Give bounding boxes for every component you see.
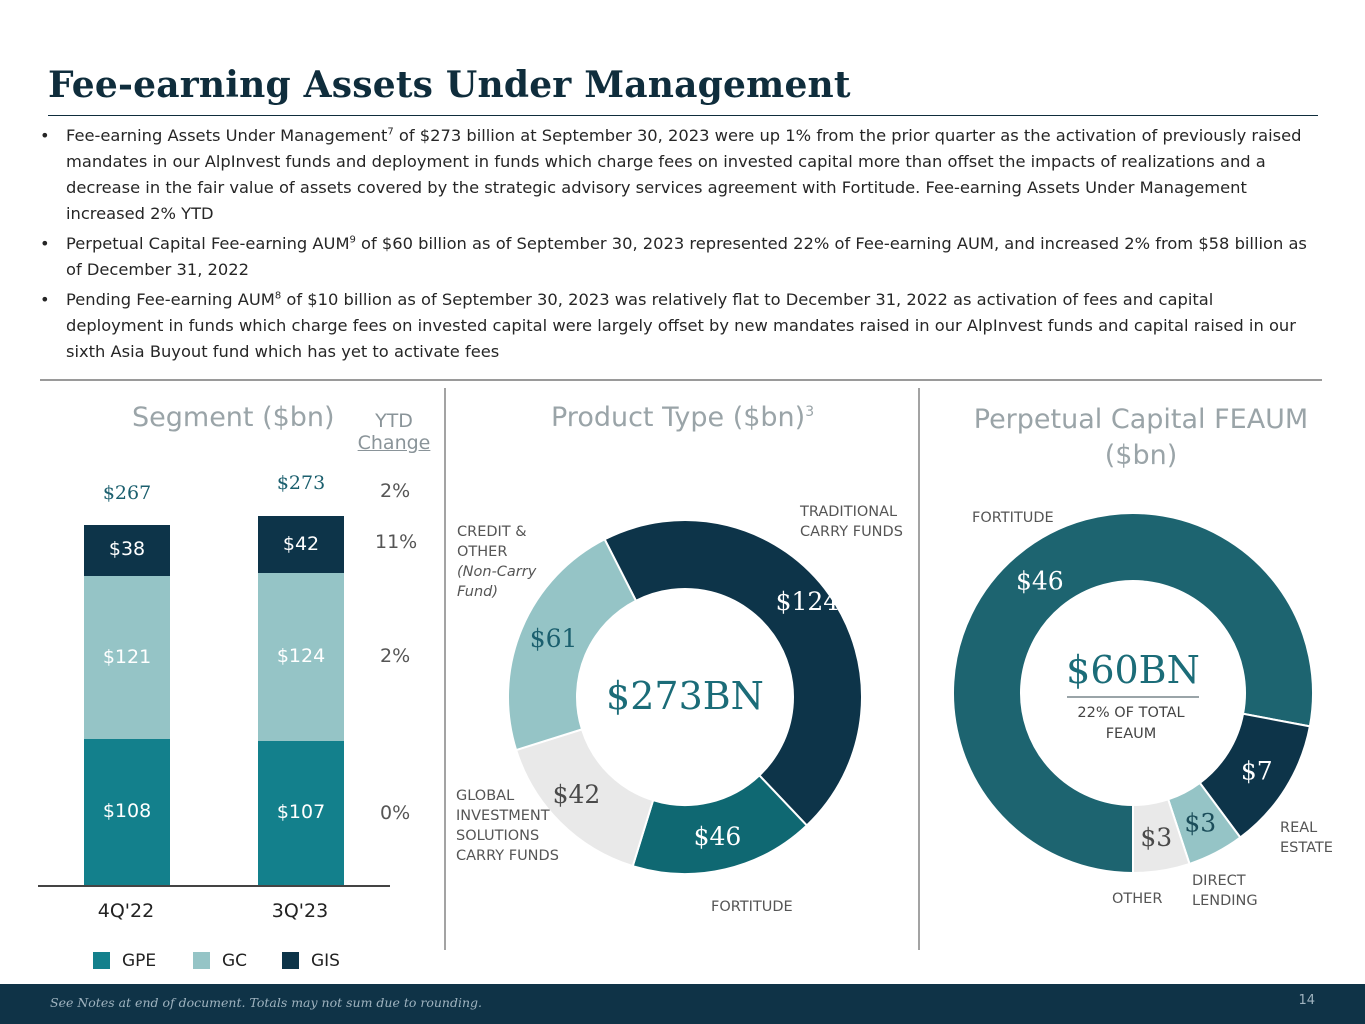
bullet-item: • Fee-earning Assets Under Management7 of… xyxy=(40,126,1302,223)
donut-center-label: $60BN xyxy=(1066,648,1200,692)
page-number: 14 xyxy=(1298,993,1315,1008)
bar-value-label: $124 xyxy=(276,644,326,667)
bar-segment-gis xyxy=(258,516,344,574)
donut-slice xyxy=(507,537,638,752)
slice-value-label: $7 xyxy=(1241,756,1273,785)
slice-name-traditional: TRADITIONAL CARRY FUNDS xyxy=(800,504,903,540)
donut-slice xyxy=(1132,798,1191,875)
bar-segment-gc xyxy=(84,575,170,740)
footer-bar xyxy=(0,984,1365,1024)
panel-divider xyxy=(444,388,446,950)
ytd-header: YTD Change xyxy=(357,410,431,454)
legend-swatch-gis xyxy=(282,952,299,969)
donut-center-label: $273BN xyxy=(606,674,764,718)
section-divider xyxy=(40,379,1322,381)
legend-label-gis: GIS xyxy=(311,951,340,971)
bar-value-label: $107 xyxy=(276,800,326,823)
ytd-total-change: 2% xyxy=(380,480,411,502)
page-title: Fee-earning Assets Under Management xyxy=(48,64,851,106)
footnote: See Notes at end of document. Totals may… xyxy=(50,995,482,1010)
legend-swatch-gc xyxy=(193,952,210,969)
bullet-item: • Pending Fee-earning AUM8 of $10 billion… xyxy=(40,290,1296,361)
bar-segment-gis xyxy=(84,524,170,576)
ytd-gis-change: 11% xyxy=(375,531,418,553)
slice-value-label: $3 xyxy=(1140,823,1172,852)
perpetual-capital-title: Perpetual Capital FEAUM ($bn) xyxy=(973,404,1309,471)
ytd-gpe-change: 0% xyxy=(380,802,411,824)
slice-name-gis-carry: GLOBAL INVESTMENT SOLUTIONS CARRY FUNDS xyxy=(456,788,559,864)
bar-total-label: $273 xyxy=(276,472,326,494)
slice-value-label: $61 xyxy=(530,624,578,653)
bullet-item: • Perpetual Capital Fee-earning AUM9 of $… xyxy=(40,234,1307,279)
title-divider xyxy=(48,115,1318,116)
slice-name-other: OTHER xyxy=(1112,891,1163,907)
x-tick-label: 4Q'22 xyxy=(97,900,155,922)
bar-segment-gpe xyxy=(84,739,170,885)
donut-center-subtitle: 22% OF TOTAL FEAUM xyxy=(1077,705,1185,742)
slice-name-fortitude: FORTITUDE xyxy=(711,899,793,915)
slice-name-fortitude: FORTITUDE xyxy=(972,510,1054,526)
product-type-title: Product Type ($bn)3 xyxy=(551,402,815,433)
bar-value-label: $42 xyxy=(282,532,320,555)
bar-value-label: $108 xyxy=(102,800,152,823)
summary-bullets: • Fee-earning Assets Under Management7 of… xyxy=(40,123,1315,369)
slice-value-label: $46 xyxy=(694,822,742,851)
slice-name-real-estate: REAL ESTATE xyxy=(1280,820,1333,856)
slice-value-label: $46 xyxy=(1016,567,1064,596)
bar-value-label: $121 xyxy=(102,645,152,668)
legend-swatch-gpe xyxy=(93,952,110,969)
x-axis-line xyxy=(38,885,390,887)
ytd-gc-change: 2% xyxy=(380,645,411,667)
slice-name-credit: CREDIT & OTHER (Non-Carry Fund) xyxy=(457,524,537,600)
panel-divider xyxy=(918,388,920,950)
donut-slice xyxy=(603,519,863,827)
segment-chart-title: Segment ($bn) xyxy=(132,402,335,433)
legend-label-gpe: GPE xyxy=(122,951,157,971)
bar-total-label: $267 xyxy=(102,482,152,504)
slice-value-label: $3 xyxy=(1184,809,1216,838)
donut-slice xyxy=(952,512,1314,875)
slice-name-direct-lending: DIRECT LENDING xyxy=(1192,873,1258,909)
slice-value-label: $42 xyxy=(553,780,601,809)
legend-label-gc: GC xyxy=(222,951,248,971)
bar-segment-gc xyxy=(258,573,344,741)
x-tick-label: 3Q'23 xyxy=(271,900,329,922)
bar-segment-gpe xyxy=(258,740,344,885)
bar-value-label: $38 xyxy=(108,538,146,561)
slice-value-label: $124 xyxy=(776,587,840,616)
